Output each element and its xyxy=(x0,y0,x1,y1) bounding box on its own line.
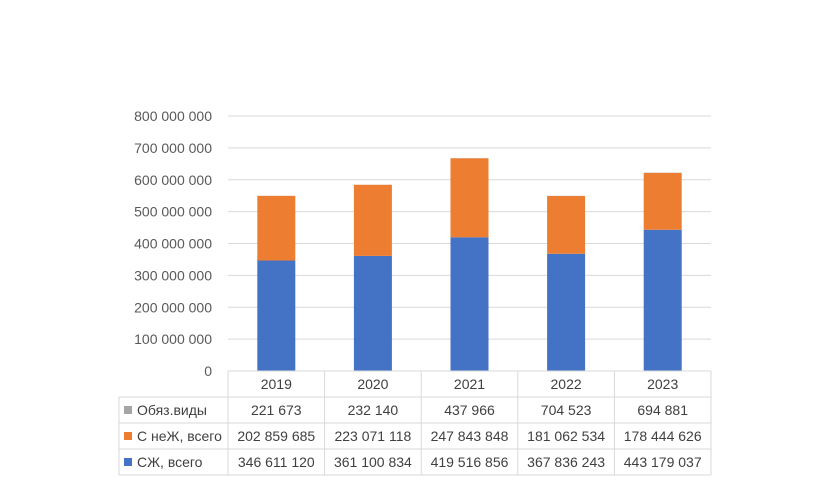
x-tick-label: 2023 xyxy=(647,376,678,392)
x-tick-label: 2020 xyxy=(357,376,388,392)
bar-segment xyxy=(547,196,585,254)
y-tick-label: 300 000 000 xyxy=(134,267,212,283)
data-table-cell: 346 611 120 xyxy=(238,454,315,470)
data-table-cell: 367 836 243 xyxy=(527,454,605,470)
bar-segment xyxy=(644,173,682,230)
bar-segment xyxy=(547,254,585,371)
y-tick-label: 500 000 000 xyxy=(134,204,212,220)
data-table-cell: 437 966 xyxy=(444,402,495,418)
legend-key xyxy=(124,458,132,466)
y-tick-label: 700 000 000 xyxy=(134,140,212,156)
bar-segment xyxy=(354,256,392,371)
legend-key xyxy=(124,406,132,414)
legend-key xyxy=(124,432,132,440)
data-table-cell: 202 859 685 xyxy=(237,428,315,444)
x-tick-label: 2021 xyxy=(454,376,485,392)
data-table-cell: 247 843 848 xyxy=(431,428,509,444)
bar-segment xyxy=(451,158,489,237)
y-tick-label: 200 000 000 xyxy=(134,299,212,315)
x-tick-label: 2019 xyxy=(261,376,292,392)
bar-segment xyxy=(354,185,392,256)
data-table-cell: 223 071 118 xyxy=(334,428,411,444)
y-tick-label: 100 000 000 xyxy=(134,331,212,347)
legend-label: Обяз.виды xyxy=(137,402,207,418)
data-table-cell: 443 179 037 xyxy=(624,454,702,470)
legend-label: СЖ, всего xyxy=(137,454,203,470)
y-tick-label: 400 000 000 xyxy=(134,236,212,252)
y-tick-label: 0 xyxy=(204,363,212,379)
y-tick-label: 800 000 000 xyxy=(134,108,212,124)
bar-segment xyxy=(644,230,682,371)
data-table-cell: 361 100 834 xyxy=(334,454,412,470)
data-table-cell: 232 140 xyxy=(348,402,399,418)
x-tick-label: 2022 xyxy=(551,376,582,392)
y-tick-label: 600 000 000 xyxy=(134,172,212,188)
data-table-cell: 419 516 856 xyxy=(431,454,509,470)
legend-label: С неЖ, всего xyxy=(137,428,222,444)
bar-segment xyxy=(257,261,295,371)
data-table-cell: 694 881 xyxy=(637,402,688,418)
bar-segment xyxy=(451,237,489,371)
data-table-cell: 181 062 534 xyxy=(527,428,605,444)
data-table-cell: 704 523 xyxy=(541,402,592,418)
bar-segment xyxy=(257,196,295,261)
data-table-cell: 178 444 626 xyxy=(624,428,702,444)
data-table-cell: 221 673 xyxy=(251,402,302,418)
